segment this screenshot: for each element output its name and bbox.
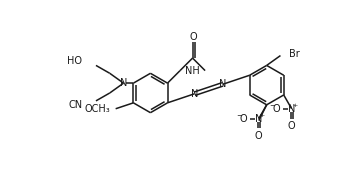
Text: Br: Br bbox=[289, 49, 300, 59]
Text: −: − bbox=[269, 103, 275, 109]
Text: N: N bbox=[255, 114, 262, 124]
Text: +: + bbox=[292, 103, 297, 108]
Text: N: N bbox=[288, 104, 295, 114]
Text: HO: HO bbox=[67, 56, 82, 66]
Text: O: O bbox=[255, 131, 262, 141]
Text: N: N bbox=[191, 89, 198, 99]
Text: OCH₃: OCH₃ bbox=[84, 104, 110, 114]
Text: +: + bbox=[259, 113, 264, 118]
Text: O: O bbox=[288, 122, 295, 132]
Text: O: O bbox=[239, 114, 247, 124]
Text: −: − bbox=[236, 113, 242, 119]
Text: CN: CN bbox=[68, 100, 82, 110]
Text: O: O bbox=[190, 32, 197, 42]
Text: O: O bbox=[272, 104, 280, 114]
Text: NH: NH bbox=[185, 66, 200, 76]
Text: N: N bbox=[219, 79, 226, 89]
Text: N: N bbox=[120, 78, 127, 88]
